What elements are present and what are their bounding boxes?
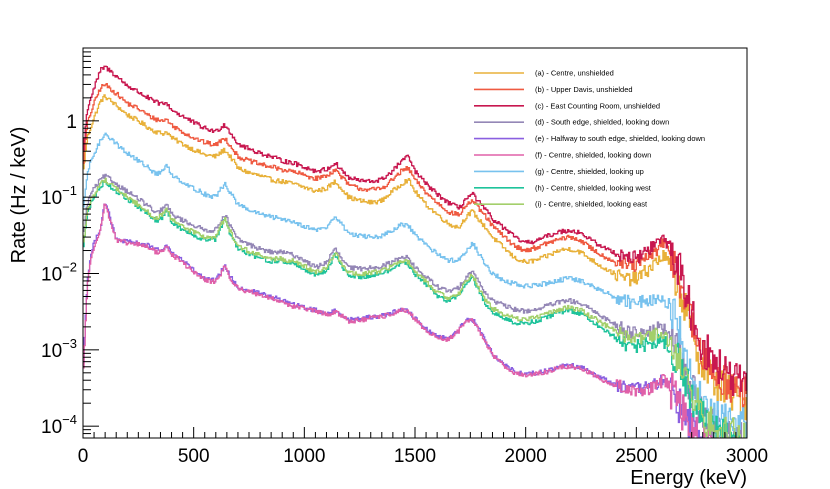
- series-line-a: [83, 94, 747, 421]
- series-line-h: [83, 180, 740, 438]
- legend-label: (a) - Centre, unshielded: [535, 69, 614, 78]
- legend-label: (h) - Centre, shielded, looking west: [535, 183, 652, 192]
- y-tick-label: 10−2: [41, 260, 77, 286]
- legend-label: (c) - East Counting Room, unshielded: [535, 101, 660, 110]
- y-axis-title: Rate (Hz / keV): [8, 127, 30, 264]
- y-tick-exponent: −1: [62, 183, 77, 198]
- y-tick-label: 10−4: [41, 412, 77, 438]
- x-tick-label: 0: [78, 446, 89, 467]
- y-tick-exponent: −4: [62, 412, 77, 427]
- y-tick-base: 1: [66, 112, 77, 133]
- series-line-f: [83, 203, 713, 438]
- x-axis-tick-labels: 0 500 1000 1500 2000 2500 3000: [78, 446, 768, 467]
- legend: (a) - Centre, unshielded (b) - Upper Davi…: [474, 69, 705, 209]
- x-axis-ticks: [82, 427, 748, 438]
- series-line-i: [83, 177, 746, 438]
- y-tick-label: 10−1: [41, 183, 77, 209]
- x-axis-title: Energy (keV): [630, 467, 747, 489]
- x-tick-label: 3000: [726, 446, 768, 467]
- legend-label: (f) - Centre, shielded, looking down: [535, 151, 651, 160]
- y-tick-exponent: −2: [62, 260, 77, 275]
- y-axis-ticks: [83, 47, 99, 439]
- y-tick-base: 10: [41, 417, 62, 438]
- legend-label: (g) - Centre, shielded, looking up: [535, 167, 644, 176]
- y-axis-tick-labels: 110−110−210−310−4: [41, 112, 77, 438]
- series-layer: [83, 65, 747, 438]
- y-tick-label: 10−3: [41, 336, 77, 362]
- x-tick-label: 500: [178, 446, 210, 467]
- legend-label: (d) - South edge, shielded, looking down: [535, 118, 669, 127]
- x-tick-label: 2000: [505, 446, 547, 467]
- x-tick-label: 2500: [615, 446, 657, 467]
- series-line-b: [83, 83, 747, 409]
- y-tick-base: 10: [41, 188, 62, 209]
- legend-label: (i) - Centre, shielded, looking east: [535, 200, 648, 209]
- legend-label: (e) - Halfway to south edge, shielded, l…: [535, 134, 705, 143]
- legend-label: (b) - Upper Davis, unshielded: [535, 85, 633, 94]
- series-line-c: [83, 65, 747, 396]
- series-line-g: [83, 132, 747, 438]
- x-tick-label: 1000: [283, 446, 325, 467]
- series-line-d: [83, 173, 747, 438]
- y-tick-base: 10: [41, 265, 62, 286]
- y-tick-exponent: −3: [62, 336, 77, 351]
- y-tick-label: 1: [66, 112, 77, 133]
- y-tick-base: 10: [41, 341, 62, 362]
- x-tick-label: 1500: [394, 446, 436, 467]
